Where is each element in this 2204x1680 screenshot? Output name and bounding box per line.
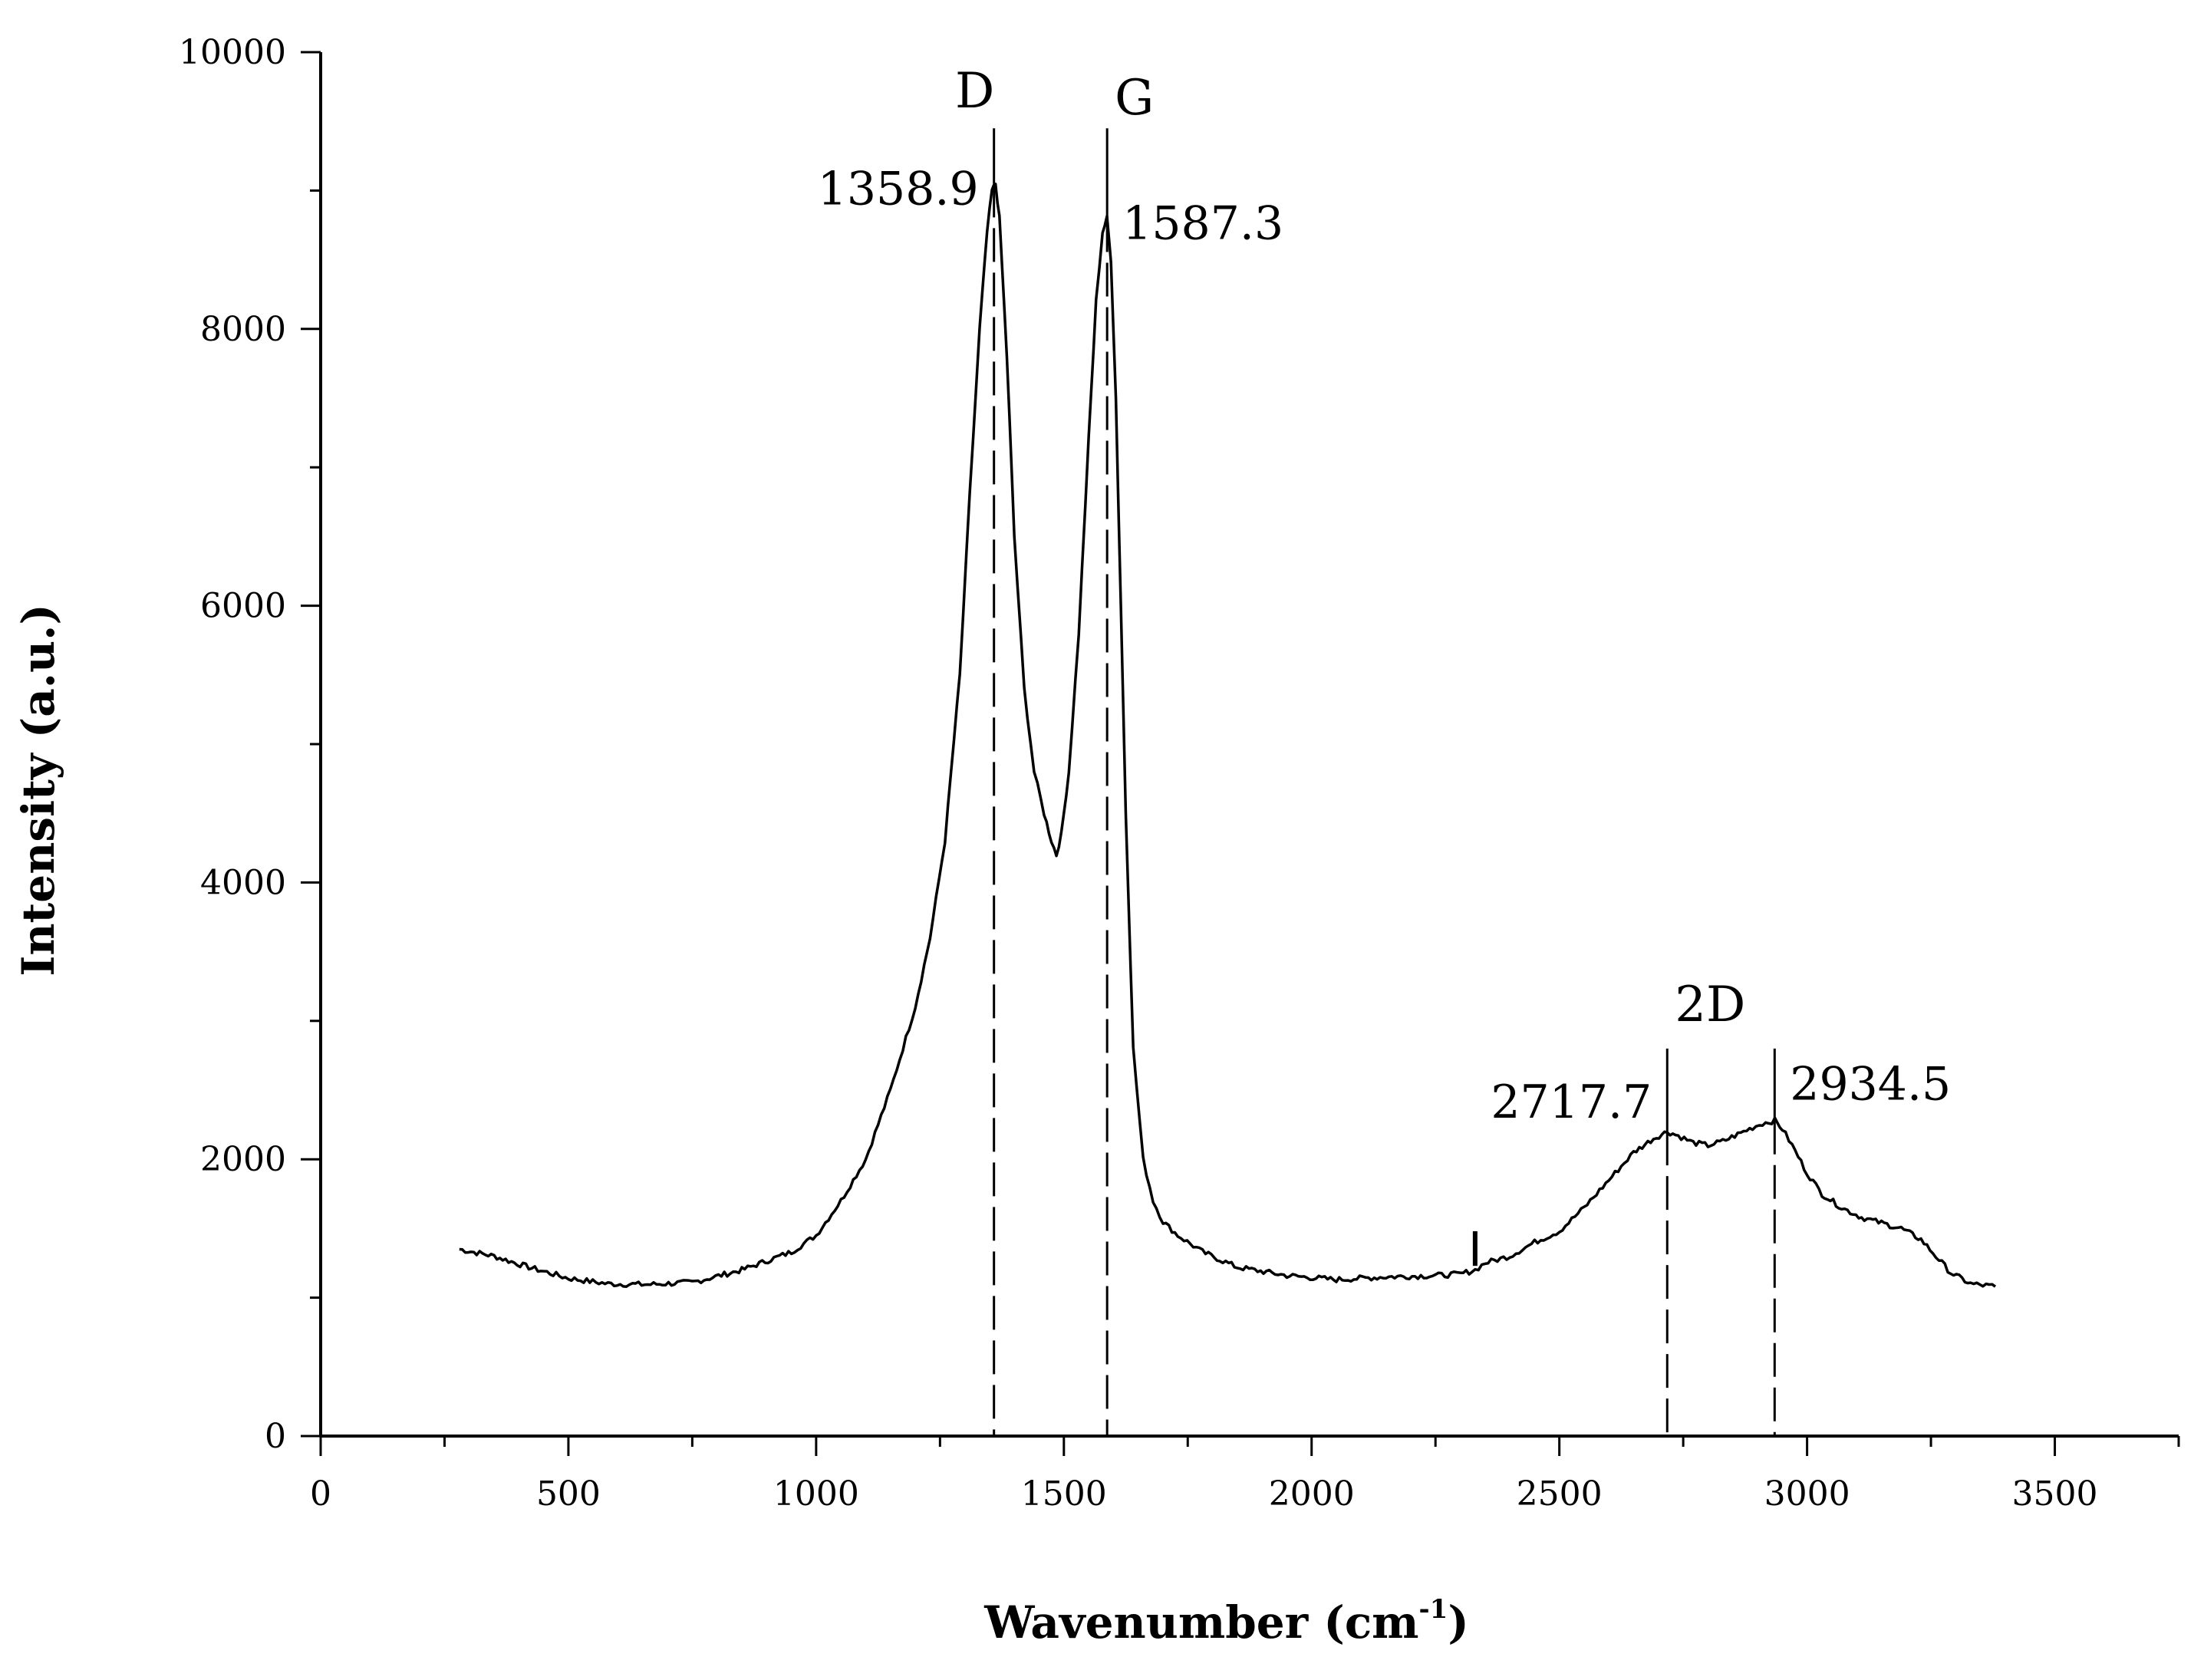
peak-value-label: 2934.5: [1790, 1058, 1951, 1112]
spectrum-line: [459, 183, 1997, 1288]
y-axis-title: Intensity (a.u.): [12, 604, 64, 977]
x-axis-title-close: ): [1448, 1596, 1468, 1649]
x-tick-label: 3000: [1764, 1474, 1850, 1514]
x-axis-title-main: Wavenumber (cm: [983, 1596, 1418, 1649]
axes: 0 500 1000 1500 2000 2500 3000 3500 0 2000 4000 60…: [179, 33, 2180, 1514]
peak-value-label: 1587.3: [1122, 197, 1283, 251]
y-tick-label: 2000: [200, 1140, 286, 1179]
x-axis-title-superscript: -1: [1419, 1594, 1448, 1625]
plot-area: [459, 183, 1997, 1288]
peak-value-label: 1358.9: [818, 162, 979, 216]
x-axis-ticks: 0 500 1000 1500 2000 2500 3000 3500: [310, 1436, 2180, 1514]
y-axis-ticks: 0 2000 4000 6000 8000 10000: [179, 33, 321, 1456]
x-tick-label: 2500: [1517, 1474, 1603, 1514]
y-tick-label: 8000: [200, 310, 286, 349]
y-tick-label: 6000: [200, 587, 286, 626]
x-tick-label: 1000: [773, 1474, 859, 1514]
x-tick-label: 0: [310, 1474, 331, 1514]
peak-label: G: [1115, 70, 1154, 127]
y-tick-label: 10000: [179, 33, 286, 72]
peak-label: D: [955, 63, 994, 120]
y-tick-label: 4000: [200, 863, 286, 902]
x-tick-label: 3500: [2012, 1474, 2098, 1514]
peak-label: 2D: [1675, 977, 1745, 1033]
x-tick-label: 1500: [1021, 1474, 1107, 1514]
x-axis-title: Wavenumber (cm-1): [983, 1594, 1469, 1649]
y-tick-label: 0: [265, 1417, 286, 1456]
peak-markers: D 1358.9 G 1587.3 2D 2717.7 2934.5: [818, 63, 1951, 1436]
peak-value-label: 2717.7: [1491, 1076, 1652, 1129]
x-tick-label: 2000: [1269, 1474, 1355, 1514]
x-tick-label: 500: [536, 1474, 601, 1514]
